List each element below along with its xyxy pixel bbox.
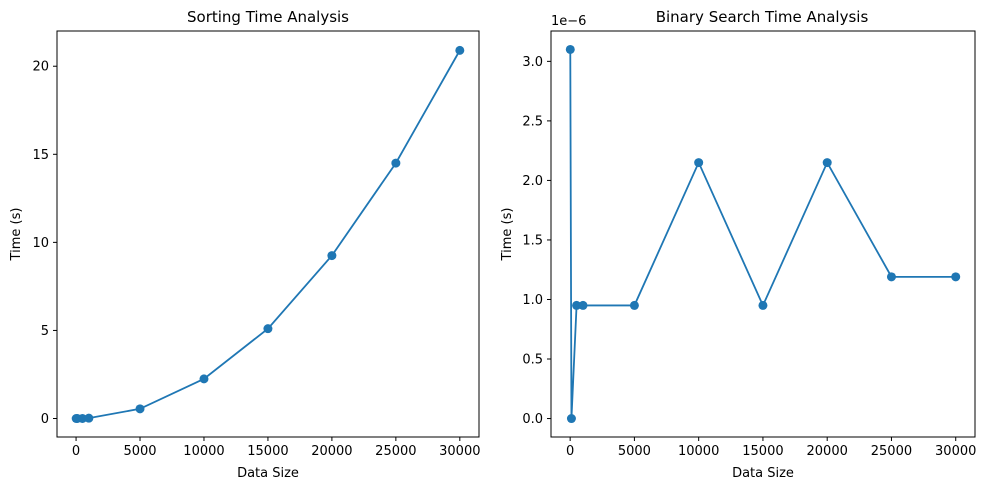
- chart-title: Sorting Time Analysis: [187, 8, 349, 26]
- x-tick-label: 25000: [375, 444, 416, 459]
- y-tick-label: 1.0: [522, 293, 543, 308]
- data-point: [578, 300, 588, 310]
- x-tick-label: 20000: [807, 444, 848, 459]
- data-point: [758, 300, 768, 310]
- data-point: [327, 251, 337, 261]
- y-tick-label: 15: [32, 148, 49, 163]
- y-tick-label: 5: [41, 324, 49, 339]
- data-point: [455, 45, 465, 55]
- x-tick-label: 25000: [871, 444, 912, 459]
- data-point: [951, 272, 961, 282]
- x-tick-label: 15000: [247, 444, 288, 459]
- y-tick-label: 0: [41, 412, 49, 427]
- x-tick-label: 30000: [935, 444, 976, 459]
- y-tick-label: 0.5: [522, 353, 543, 368]
- x-tick-label: 5000: [123, 444, 156, 459]
- x-axis-label: Data Size: [237, 466, 299, 481]
- plot-area: [550, 30, 976, 438]
- y-tick-label: 3.0: [522, 55, 543, 70]
- data-point: [886, 272, 896, 282]
- y-axis-label: Time (s): [500, 208, 515, 262]
- data-point: [263, 324, 273, 334]
- y-tick-label: 2.0: [522, 174, 543, 189]
- x-tick-label: 0: [566, 444, 574, 459]
- data-point: [694, 158, 704, 168]
- data-point: [572, 300, 582, 310]
- y-axis-label: Time (s): [9, 208, 24, 262]
- x-tick-label: 5000: [618, 444, 651, 459]
- y-tick-label: 2.5: [522, 114, 543, 129]
- y-tick-label: 0.0: [522, 412, 543, 427]
- x-tick-label: 30000: [439, 444, 480, 459]
- x-tick-label: 15000: [742, 444, 783, 459]
- series-line: [569, 49, 956, 419]
- plot-area: [56, 30, 480, 438]
- data-point: [565, 44, 575, 54]
- data-point: [391, 158, 401, 168]
- data-point: [84, 413, 94, 423]
- data-point: [629, 300, 639, 310]
- sorting-time-chart: Sorting Time Analysis 0 5000 10000 15000 200…: [9, 8, 480, 481]
- y-tick-label: 10: [32, 236, 49, 251]
- x-tick-label: 0: [72, 444, 80, 459]
- x-axis-label: Data Size: [732, 466, 794, 481]
- x-tick-label: 10000: [183, 444, 224, 459]
- x-tick-label: 10000: [678, 444, 719, 459]
- binary-search-time-chart: Binary Search Time Analysis 0 5000 10000 15…: [500, 8, 976, 481]
- y-axis-offset-label: 1e−6: [551, 14, 586, 29]
- data-point: [566, 414, 576, 424]
- y-tick-label: 1.5: [522, 233, 543, 248]
- data-point: [822, 158, 832, 168]
- data-point: [199, 374, 209, 384]
- data-point: [77, 414, 87, 424]
- data-point: [135, 404, 145, 414]
- x-tick-label: 20000: [311, 444, 352, 459]
- chart-title: Binary Search Time Analysis: [656, 8, 869, 26]
- y-tick-label: 20: [32, 60, 49, 75]
